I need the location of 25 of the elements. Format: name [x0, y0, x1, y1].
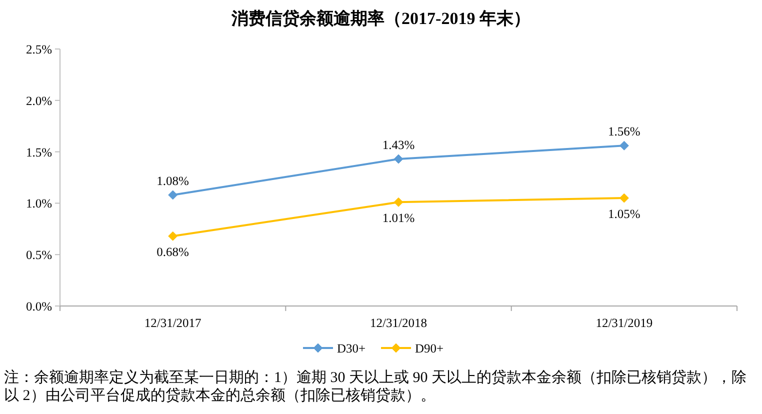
data-label: 1.05% [608, 207, 640, 222]
ytick: 2.5% [26, 42, 52, 56]
data-label: 1.56% [608, 124, 640, 139]
point [168, 231, 178, 241]
point [394, 197, 404, 207]
data-label: 1.08% [156, 174, 189, 188]
xtick: 12/31/2019 [596, 316, 653, 330]
legend-label: D90+ [415, 342, 444, 356]
point [394, 154, 404, 164]
data-label: 1.01% [382, 211, 415, 226]
data-label: 1.43% [382, 138, 415, 152]
xtick: 12/31/2017 [144, 316, 202, 330]
point [619, 140, 629, 150]
ytick: 0.5% [26, 248, 52, 262]
annotation: 注：余额逾期率定义为截至某一日期的：1）逾期 30 天以上或 90 天以上的贷款本金余额（扣除已核销贷款），除以 2）由公司平台促成的贷款本金的总余额（扣除已核销贷款）。 [4, 369, 748, 405]
point [619, 193, 629, 203]
data-label: 0.68% [156, 245, 189, 260]
ytick: 2.0% [26, 94, 52, 108]
legend-label: D30+ [337, 342, 366, 356]
title: 消费信贷余额逾期率（2017-2019 年末） [232, 9, 530, 28]
ytick: 1.0% [26, 196, 52, 211]
ytick: 0.0% [26, 300, 52, 314]
ytick: 1.5% [26, 145, 52, 160]
point [168, 190, 178, 200]
xtick: 12/31/2018 [370, 316, 427, 330]
